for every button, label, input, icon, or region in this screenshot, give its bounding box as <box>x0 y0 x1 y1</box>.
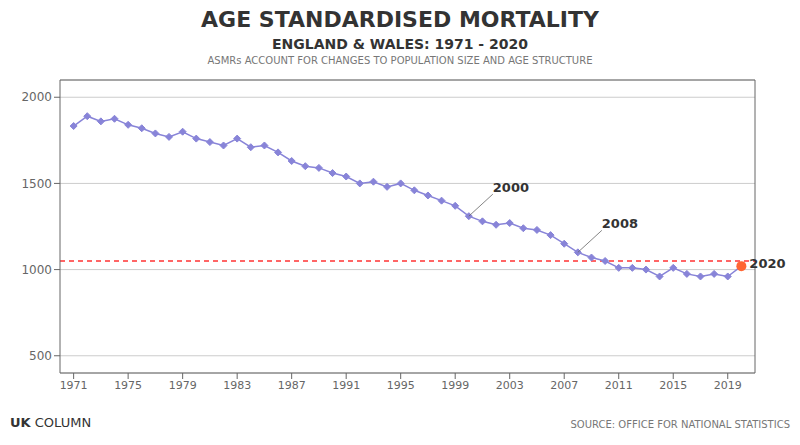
svg-text:1987: 1987 <box>278 379 306 392</box>
svg-text:2007: 2007 <box>550 379 578 392</box>
svg-text:1971: 1971 <box>60 379 88 392</box>
svg-text:1983: 1983 <box>223 379 251 392</box>
svg-text:1500: 1500 <box>21 177 52 191</box>
svg-text:2019: 2019 <box>714 379 742 392</box>
svg-text:2000: 2000 <box>21 90 52 104</box>
svg-text:2020: 2020 <box>749 256 785 271</box>
svg-text:1000: 1000 <box>21 263 52 277</box>
svg-text:1979: 1979 <box>169 379 197 392</box>
svg-text:1999: 1999 <box>441 379 469 392</box>
svg-text:1991: 1991 <box>332 379 360 392</box>
svg-text:2000: 2000 <box>493 180 529 195</box>
svg-text:2015: 2015 <box>659 379 687 392</box>
html-text:ASMRs ACCOUNT FOR CHANGES TO P: ASMRs ACCOUNT FOR CHANGES TO POPULATION … <box>207 55 593 66</box>
svg-text:500: 500 <box>29 349 52 363</box>
html-text:UK COLUMN: UK COLUMN <box>10 415 92 430</box>
html-text:AGE STANDARDISED MORTALITY: AGE STANDARDISED MORTALITY <box>201 7 599 32</box>
svg-text:2011: 2011 <box>605 379 633 392</box>
svg-text:2003: 2003 <box>496 379 524 392</box>
svg-text:2008: 2008 <box>602 216 638 231</box>
html-text:SOURCE: OFFICE FOR NATIONAL ST: SOURCE: OFFICE FOR NATIONAL STATISTICS <box>570 419 790 430</box>
svg-text:1995: 1995 <box>387 379 415 392</box>
svg-text:1975: 1975 <box>114 379 142 392</box>
html-text:ENGLAND & WALES: 1971 - 2020: ENGLAND & WALES: 1971 - 2020 <box>272 36 528 52</box>
